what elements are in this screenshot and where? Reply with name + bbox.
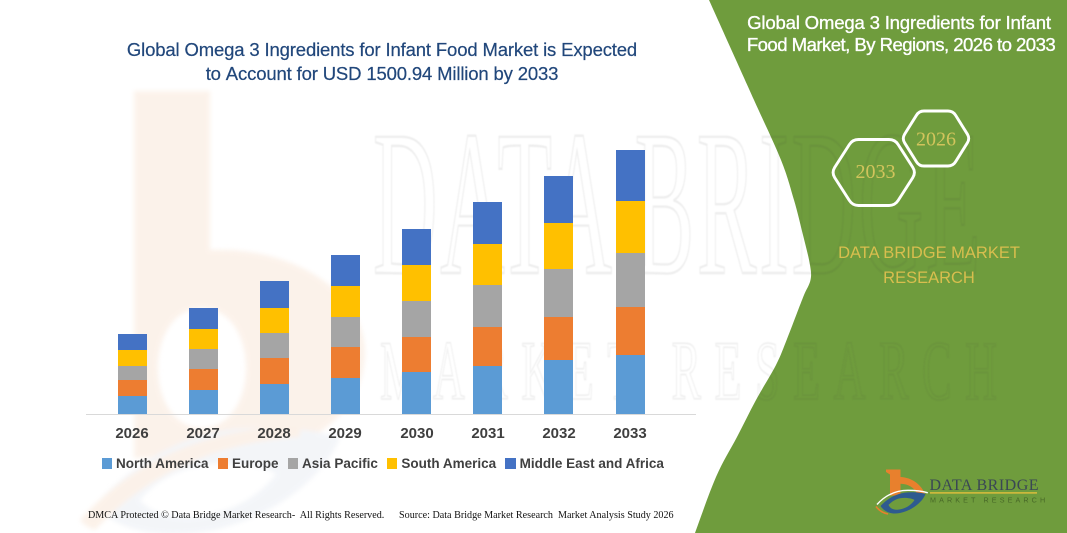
svg-text:DATA BRIDGE: DATA BRIDGE [930, 477, 1040, 494]
svg-text:2026: 2026 [916, 129, 956, 151]
svg-text:2033: 2033 [856, 161, 896, 183]
svg-text:MARKET RESEARCH: MARKET RESEARCH [930, 496, 1048, 505]
